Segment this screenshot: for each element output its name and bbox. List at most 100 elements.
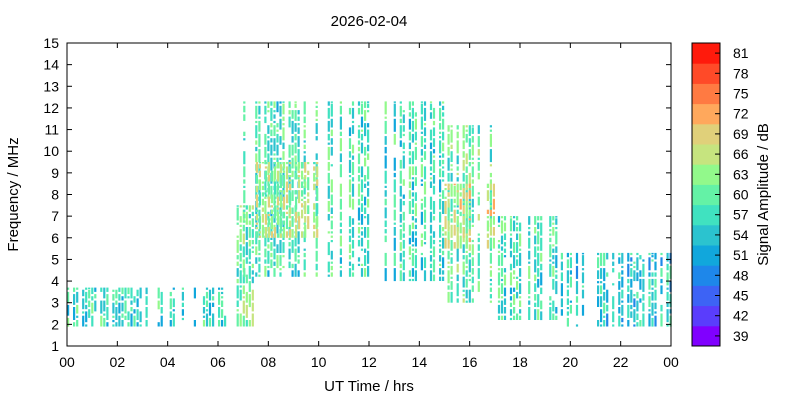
signal-cell	[291, 179, 294, 189]
signal-cell	[393, 172, 396, 178]
signal-cell	[255, 153, 258, 163]
signal-cell	[360, 142, 364, 154]
signal-cell	[575, 296, 579, 303]
signal-cell	[282, 220, 286, 225]
signal-cell	[276, 170, 280, 182]
signal-cell	[239, 270, 242, 284]
signal-cell	[503, 315, 507, 320]
signal-cell	[560, 298, 563, 308]
signal-cell	[202, 315, 206, 318]
signal-cell	[477, 136, 480, 147]
signal-cell	[181, 317, 184, 321]
signal-cell	[468, 237, 471, 243]
signal-cell	[364, 227, 367, 238]
signal-cell	[633, 309, 636, 323]
signal-cell	[450, 257, 453, 264]
signal-cell	[276, 255, 279, 269]
signal-cell	[103, 313, 106, 316]
signal-cell	[258, 216, 261, 230]
signal-cell	[465, 300, 468, 303]
signal-cell	[112, 315, 115, 318]
signal-cell	[528, 216, 531, 225]
signal-cell	[248, 240, 251, 247]
signal-cell	[91, 315, 94, 327]
signal-cell	[279, 229, 282, 238]
signal-cell	[462, 261, 465, 275]
signal-cell	[245, 291, 248, 303]
signal-cell	[264, 162, 267, 165]
signal-cell	[205, 313, 209, 327]
signal-cell	[282, 127, 285, 141]
signal-cell	[279, 190, 283, 193]
signal-cell	[294, 123, 297, 132]
signal-cell	[423, 209, 427, 223]
signal-cell	[552, 222, 555, 225]
signal-cell	[432, 107, 436, 119]
signal-cell	[462, 276, 465, 288]
signal-cell	[115, 300, 118, 305]
signal-cell	[294, 101, 297, 103]
signal-cell	[245, 274, 248, 284]
signal-cell	[288, 209, 291, 219]
signal-cell	[85, 324, 88, 327]
signal-cell	[393, 252, 396, 266]
signal-cell	[423, 224, 427, 230]
signal-cell	[121, 313, 124, 318]
signal-cell	[289, 162, 292, 165]
signal-cell	[360, 214, 364, 225]
signal-cell	[384, 116, 387, 119]
signal-cell	[439, 140, 442, 154]
signal-cell	[297, 246, 300, 253]
signal-cell	[500, 220, 504, 234]
signal-cell	[633, 270, 636, 282]
signal-cell	[115, 307, 118, 320]
signal-cell	[258, 209, 261, 217]
signal-cell	[243, 268, 246, 277]
signal-cell	[477, 281, 480, 292]
signal-cell	[297, 231, 300, 245]
colorbar-tick-label: 63	[733, 166, 749, 182]
signal-cell	[465, 166, 468, 173]
signal-cell	[636, 257, 639, 271]
signal-cell	[367, 110, 370, 113]
signal-cell	[118, 287, 121, 292]
signal-cell	[420, 183, 423, 186]
signal-cell	[94, 294, 97, 299]
signal-cell	[124, 287, 127, 299]
signal-cell	[423, 181, 427, 195]
signal-cell	[239, 313, 242, 327]
signal-cell	[288, 242, 291, 247]
signal-cell	[384, 185, 387, 188]
signal-cell	[360, 268, 364, 277]
signal-cell	[618, 257, 621, 264]
signal-cell	[489, 125, 492, 128]
signal-cell	[357, 175, 361, 182]
signal-cell	[447, 133, 450, 145]
signal-cell	[130, 307, 133, 312]
signal-cell	[364, 175, 367, 182]
signal-cell	[414, 118, 417, 130]
signal-cell	[528, 250, 531, 260]
signal-cell	[489, 278, 492, 282]
signal-cell	[270, 138, 273, 143]
signal-cell	[439, 136, 442, 139]
signal-cell	[357, 129, 361, 139]
signal-cell	[566, 252, 569, 258]
signal-cell	[315, 123, 318, 134]
signal-cell	[327, 214, 330, 221]
signal-cell	[581, 255, 585, 266]
signal-cell	[456, 131, 459, 139]
x-tick-label: 10	[311, 354, 327, 370]
signal-cell	[465, 278, 468, 288]
signal-cell	[169, 298, 172, 310]
signal-cell	[351, 177, 355, 182]
signal-cell	[420, 252, 423, 256]
y-tick-label: 2	[51, 316, 59, 332]
colorbar-segment	[692, 43, 720, 64]
signal-cell	[267, 196, 270, 208]
signal-cell	[303, 140, 306, 143]
signal-cell	[304, 201, 307, 214]
signal-cell	[519, 300, 522, 307]
signal-cell	[497, 255, 501, 266]
signal-cell	[270, 157, 273, 171]
